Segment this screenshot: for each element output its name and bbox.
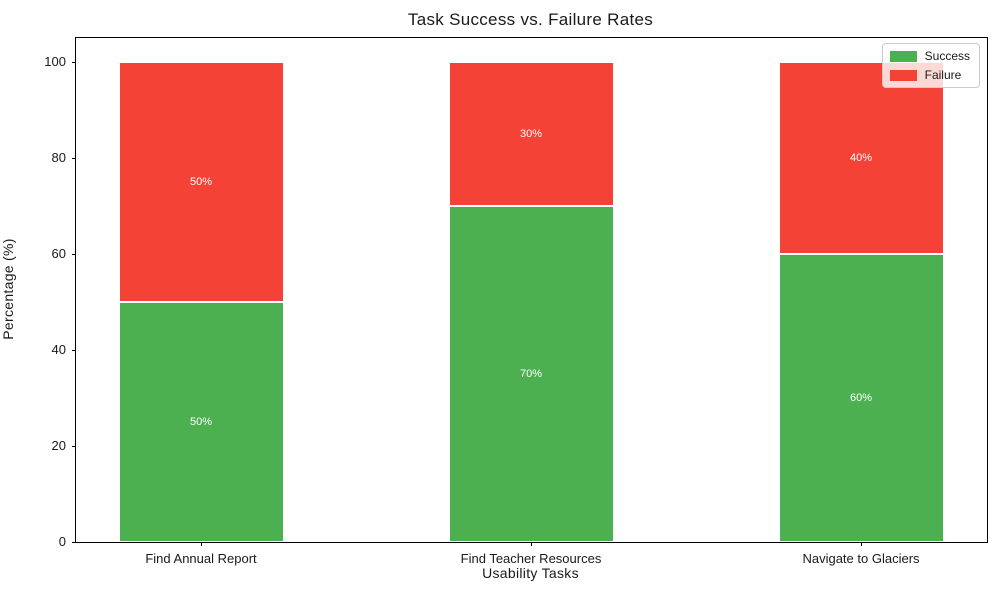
- legend-swatch-failure: [889, 69, 917, 81]
- x-tick-label: Find Annual Report: [145, 551, 257, 566]
- chart-title: Task Success vs. Failure Rates: [407, 10, 654, 29]
- y-tick-label: 80: [51, 150, 66, 165]
- y-tick-label: 60: [51, 246, 66, 261]
- bar-label: 40%: [849, 152, 873, 164]
- x-tick: [860, 542, 862, 546]
- bar-segment-failure: 30%: [448, 62, 614, 206]
- y-tick: [72, 349, 76, 351]
- y-tick-label: 0: [58, 534, 66, 549]
- bar-label: 50%: [189, 176, 213, 188]
- x-tick: [200, 542, 202, 546]
- bar-segment-success: 50%: [118, 302, 284, 542]
- plot-area: 0 20 40 60 80 100 Find Annual Report Find Teach…: [44, 37, 988, 566]
- y-tick-label: 40: [51, 342, 66, 357]
- y-tick: [72, 61, 76, 63]
- bar-segment-success: 70%: [448, 206, 614, 542]
- y-tick: [72, 157, 76, 159]
- legend-label: Failure: [924, 68, 962, 82]
- bar-label: 50%: [189, 416, 213, 428]
- y-tick: [72, 541, 76, 543]
- x-tick: [530, 542, 532, 546]
- x-axis-label: Usability Tasks: [482, 565, 579, 581]
- legend: Success Failure: [881, 43, 980, 88]
- legend-label: Success: [924, 49, 970, 63]
- legend-entry-failure: Failure: [889, 68, 970, 82]
- bar-segment-failure: 40%: [778, 62, 944, 254]
- y-tick: [72, 445, 76, 447]
- x-tick-label: Navigate to Glaciers: [802, 551, 920, 566]
- legend-swatch-success: [889, 50, 917, 62]
- y-tick: [72, 253, 76, 255]
- legend-entry-success: Success: [889, 49, 970, 63]
- bar-label: 70%: [519, 368, 543, 380]
- y-tick-label: 20: [51, 438, 66, 453]
- bar-segment-failure: 50%: [118, 62, 284, 302]
- bar-label: 60%: [849, 392, 873, 404]
- bar-segment-success: 60%: [778, 254, 944, 542]
- x-tick-label: Find Teacher Resources: [460, 551, 602, 566]
- y-tick-label: 100: [44, 54, 66, 69]
- bar-label: 30%: [519, 128, 543, 140]
